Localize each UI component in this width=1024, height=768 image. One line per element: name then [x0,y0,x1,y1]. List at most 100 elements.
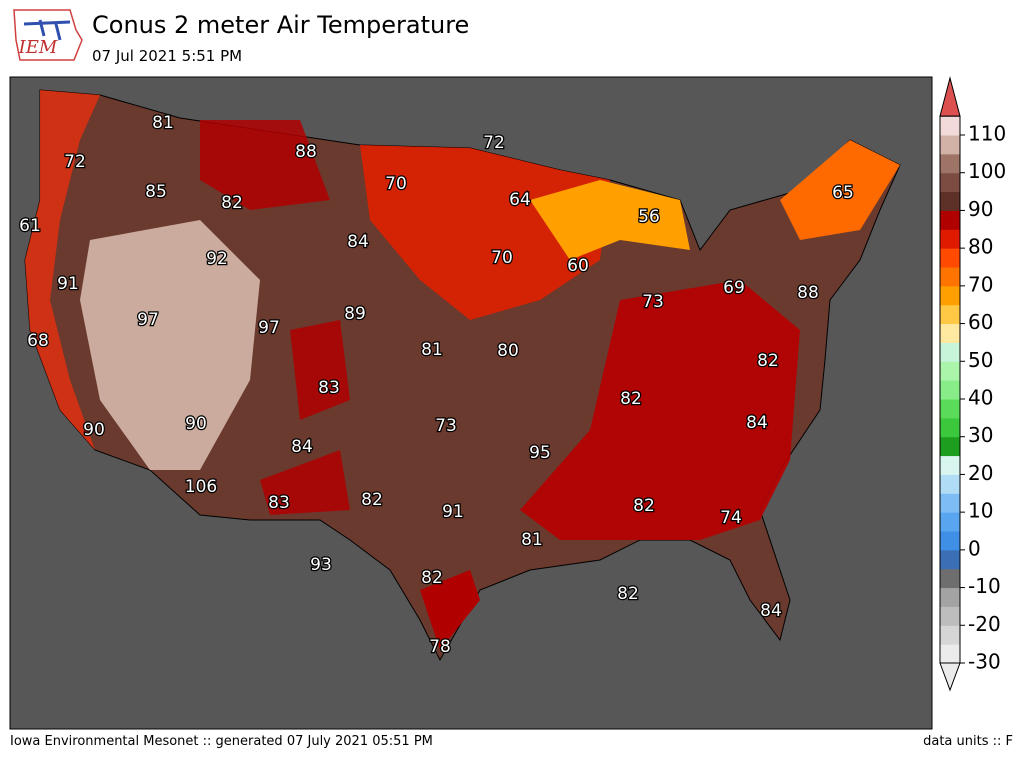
colorbar-bin [940,116,960,136]
colorbar-bin [940,172,960,193]
footer-left: Iowa Environmental Mesonet :: generated … [10,734,433,749]
colorbar-tick-label: 100 [968,159,1006,183]
map-labels: 81 88 72 72 70 85 82 64 65 56 61 84 92 70 60 91 69 88 73 97… [18,112,855,659]
temp-label: 81 [421,340,443,360]
colorbar-bin [940,493,960,513]
temp-label: 64 [509,190,531,210]
temp-label: 78 [429,637,451,657]
colorbar-bin [940,549,960,570]
colorbar-bin [940,323,960,343]
temp-label: 97 [137,310,159,330]
temp-label: 82 [757,351,779,371]
temp-label: 97 [258,318,280,338]
colorbar-tick-label: 20 [968,461,993,485]
temp-label: 92 [206,249,228,269]
temp-label: 90 [83,420,105,440]
colorbar-bin [940,153,960,174]
temp-label: 80 [497,341,519,361]
colorbar-bin [940,285,960,306]
temp-label: 56 [638,207,660,227]
temp-label: 73 [435,416,457,436]
colorbar-tick-label: 70 [968,272,993,296]
temp-label: 74 [720,508,742,528]
colorbar-tick-label: 40 [968,386,993,410]
temp-label: 72 [483,133,505,153]
temp-label: 91 [442,502,464,522]
colorbar-bin [940,304,960,325]
temp-label: 84 [746,413,768,433]
colorbar-bin [940,361,960,381]
colorbar-bin [940,606,960,626]
colorbar-tick-label: -20 [968,612,1001,636]
colorbar-bin [940,531,960,551]
temp-label: 83 [268,493,290,513]
temp-label: 82 [221,193,243,213]
colorbar-tick-label: 60 [968,310,993,334]
map [24,89,901,662]
colorbar-bin [940,248,960,268]
temp-label: 82 [421,568,443,588]
temp-label: 88 [295,142,317,162]
logo: IEM [13,9,83,61]
temp-label: 70 [491,248,513,268]
temp-label: 83 [318,378,340,398]
colorbar-bin [940,436,960,457]
colorbar-bin [940,267,960,287]
colorbar-bin [940,191,960,211]
temp-label: 91 [57,274,79,294]
temp-label: 69 [723,278,745,298]
temp-label: 68 [27,331,49,351]
colorbar-bin [940,229,960,249]
colorbar-bin [940,587,960,607]
colorbar-bin [940,455,960,475]
colorbar-bin [940,399,960,419]
colorbar-bin [940,644,960,664]
colorbar-bin [940,342,960,362]
colorbar-tick-label: 30 [968,423,993,447]
colorbar-bin [940,568,960,589]
colorbar-tick-label: 80 [968,235,993,259]
logo-text: IEM [18,37,58,58]
temp-label: 82 [620,389,642,409]
temp-label: 93 [310,555,332,575]
temp-label: 60 [567,256,589,276]
temp-label: 89 [344,304,366,324]
colorbar-bin [940,380,960,400]
temp-label: 82 [361,490,383,510]
colorbar-tick-label: -30 [968,650,1001,674]
colorbar-bin [940,512,960,532]
colorbar-tick-label: 0 [968,536,981,560]
temp-label: 85 [145,182,167,202]
colorbar-bin [940,417,960,438]
footer-right: data units :: F [923,734,1013,749]
colorbar-bin [940,210,960,230]
colorbar-tick-label: 10 [968,499,993,523]
temp-label: 95 [529,443,551,463]
colorbar-arrow-top [939,76,961,117]
temp-label: 61 [19,216,41,236]
temp-label: 88 [797,283,819,303]
colorbar-tick-label: 110 [968,122,1006,146]
temp-label: 81 [152,113,174,133]
temp-label: 84 [760,601,782,621]
subtitle: 07 Jul 2021 5:51 PM [92,47,242,65]
temp-label: 70 [385,174,407,194]
temp-label: 106 [185,477,217,497]
temp-label: 72 [64,152,86,172]
colorbar-tick-label: 50 [968,348,993,372]
temp-label: 82 [617,584,639,604]
temp-label: 81 [521,530,543,550]
colorbar-tick-label: 90 [968,197,993,221]
temp-label: 82 [633,496,655,516]
temp-label: 73 [642,292,664,312]
title: Conus 2 meter Air Temperature [92,11,469,39]
temp-label: 90 [185,414,207,434]
temp-label: 65 [832,183,854,203]
colorbar-arrow-bottom [939,662,961,692]
temp-label: 84 [291,437,313,457]
colorbar-frame [939,115,961,664]
colorbar-bin [940,625,960,645]
colorbar-bin [940,135,960,155]
colorbar-bin [940,474,960,494]
